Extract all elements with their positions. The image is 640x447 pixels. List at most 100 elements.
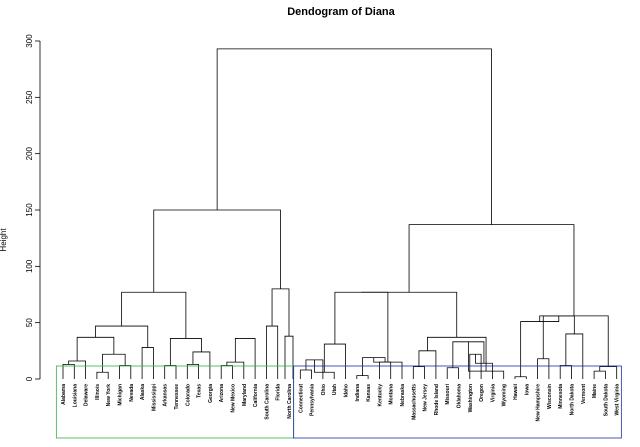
merge-branch bbox=[408, 224, 575, 316]
leaf-label: West Virginia bbox=[615, 384, 621, 416]
leaf-label: South Dakota bbox=[603, 384, 609, 416]
leaf-label: North Dakota bbox=[570, 384, 576, 416]
y-tick-label: 250 bbox=[25, 90, 34, 104]
leaf-label: Maine bbox=[592, 384, 598, 398]
leaf-labels: Alabama Louisiana Delaware Illinois New York… bbox=[61, 383, 621, 421]
leaf-label: New Jersey bbox=[423, 384, 429, 412]
leaf-label: Utah bbox=[332, 384, 338, 395]
y-tick-label: 200 bbox=[25, 146, 34, 160]
merge-branch bbox=[271, 288, 290, 337]
y-axis: 0 50 100 150 200 250 300 bbox=[25, 34, 41, 381]
merge-branch bbox=[220, 365, 233, 379]
merge-branch bbox=[299, 369, 312, 379]
merge-branch bbox=[361, 291, 458, 338]
leaf-label: New Mexico bbox=[231, 384, 237, 413]
merge-branch bbox=[446, 367, 459, 379]
leaf-label: Alabama bbox=[61, 384, 67, 405]
merge-branch bbox=[153, 209, 281, 293]
merge-branch bbox=[62, 363, 75, 379]
y-tick-label: 300 bbox=[25, 34, 34, 48]
leaf-label: Louisiana bbox=[72, 384, 78, 408]
y-tick-label: 150 bbox=[25, 203, 34, 217]
merge-branch bbox=[412, 366, 425, 379]
merge-branch bbox=[121, 291, 187, 339]
leaf-label: Tennessee bbox=[174, 384, 180, 410]
merge-branch bbox=[469, 353, 482, 379]
leaf-label: Kansas bbox=[366, 384, 372, 402]
merge-branch bbox=[379, 361, 392, 379]
merge-branch bbox=[520, 315, 560, 377]
merge-branch bbox=[565, 333, 584, 379]
leaf-label: Michigan bbox=[118, 384, 124, 406]
cluster-rect bbox=[293, 365, 622, 439]
y-tick-label: 100 bbox=[25, 259, 34, 273]
merge-branch bbox=[164, 365, 177, 379]
leaf-label: Mississippi bbox=[151, 383, 157, 411]
merge-branch bbox=[542, 315, 575, 359]
leaf-label: Ohio bbox=[321, 384, 327, 395]
leaf-label: Delaware bbox=[84, 384, 90, 406]
merge-branch bbox=[119, 365, 132, 379]
leaf-label: Illinois bbox=[95, 384, 101, 400]
leaf-label: Wisconsin bbox=[547, 384, 553, 409]
leaf-label: Arkansas bbox=[163, 384, 169, 407]
leaf-label: Minnesota bbox=[558, 384, 564, 409]
leaf-label: Hawaii bbox=[513, 383, 519, 399]
leaf-label: Virginia bbox=[490, 384, 496, 402]
cluster-boxes bbox=[55, 365, 622, 439]
leaf-label: Kentucky bbox=[377, 384, 383, 407]
leaf-label: Florida bbox=[276, 384, 282, 401]
merge-branch bbox=[356, 375, 369, 379]
leaf-label: South Carolina bbox=[264, 384, 270, 420]
leaf-label: Wyoming bbox=[502, 384, 508, 406]
leaf-label: Vermont bbox=[581, 384, 587, 404]
leaf-label: Arizona bbox=[219, 384, 225, 403]
leaf-label: Oklahoma bbox=[457, 384, 463, 408]
leaf-label: Georgia bbox=[208, 384, 214, 403]
leaf-label: Washington bbox=[468, 384, 474, 412]
leaf-label: North Carolina bbox=[287, 384, 293, 419]
merge-branch bbox=[334, 291, 389, 363]
leaf-label: Nevada bbox=[129, 384, 135, 402]
leaf-label: Alaska bbox=[140, 384, 146, 400]
leaf-label: Indiana bbox=[355, 384, 361, 402]
merge-branch bbox=[266, 325, 279, 379]
merge-branch bbox=[102, 353, 126, 373]
merge-branch bbox=[226, 361, 245, 379]
merge-branch bbox=[68, 360, 86, 379]
leaf-label: California bbox=[253, 384, 259, 407]
merge-branch bbox=[362, 357, 386, 376]
merge-branch bbox=[599, 366, 618, 379]
leaf-label: Connecticut bbox=[298, 384, 304, 413]
merge-branch bbox=[418, 350, 437, 379]
merge-branch bbox=[323, 343, 346, 379]
y-axis-label: Height bbox=[0, 228, 8, 252]
leaf-label: Rhode Island bbox=[434, 384, 440, 415]
merge-branch bbox=[559, 365, 572, 379]
merge-branch bbox=[95, 325, 149, 348]
merge-branch bbox=[593, 370, 606, 379]
leaf-label: Montana bbox=[389, 384, 395, 405]
leaf-label: Oregon bbox=[479, 384, 485, 402]
leaf-label: Colorado bbox=[185, 384, 191, 406]
merge-branch bbox=[284, 335, 294, 379]
leaf-label: Maryland bbox=[242, 384, 248, 406]
leaf-label: Missouri bbox=[445, 383, 451, 404]
merge-branch bbox=[141, 347, 154, 379]
merge-branch bbox=[216, 48, 492, 225]
merge-branch bbox=[234, 338, 256, 379]
leaf-label: Idaho bbox=[344, 384, 350, 397]
merge-branch bbox=[537, 358, 550, 379]
leaf-label: Texas bbox=[197, 384, 203, 398]
merge-branch bbox=[186, 363, 199, 379]
leaf-label: Nebraska bbox=[400, 384, 406, 407]
chart-title: Dendogram of Diana bbox=[287, 6, 395, 18]
leaf-label: Massachusetts bbox=[411, 384, 417, 420]
dendrogram-branches bbox=[62, 48, 618, 379]
merge-branch bbox=[76, 336, 115, 361]
leaf-label: Iowa bbox=[524, 384, 530, 395]
y-tick-label: 0 bbox=[25, 376, 34, 381]
merge-branch bbox=[192, 351, 211, 379]
merge-branch bbox=[539, 315, 609, 367]
